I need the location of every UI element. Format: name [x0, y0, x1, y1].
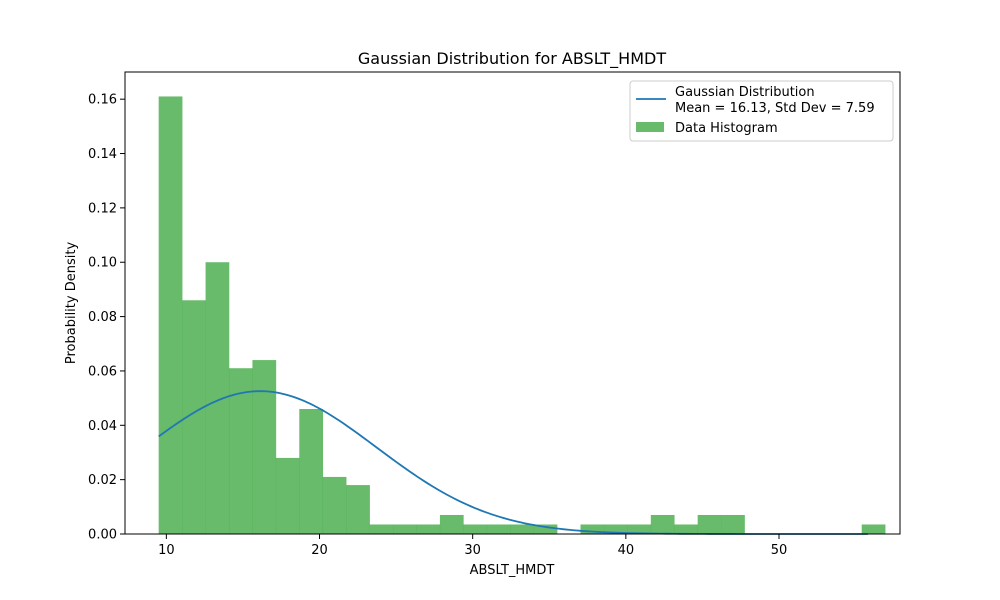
y-tick-label: 0.12: [88, 201, 117, 216]
histogram-bar: [650, 514, 675, 534]
histogram-bar: [697, 514, 722, 534]
histogram-bar: [158, 96, 183, 534]
histogram-bar: [580, 524, 605, 534]
histogram-bar: [439, 514, 464, 534]
x-tick-label: 10: [158, 543, 175, 558]
histogram-bar: [486, 524, 511, 534]
histogram-bar: [510, 524, 534, 534]
histogram-bar: [603, 524, 628, 534]
histogram-bar: [861, 524, 886, 534]
y-tick-label: 0.06: [88, 364, 117, 379]
y-tick-label: 0.14: [88, 147, 117, 162]
legend: Gaussian Distribution Mean = 16.13, Std …: [629, 80, 894, 142]
histogram-bar: [205, 262, 230, 534]
histogram-bar: [299, 408, 324, 534]
histogram-bar: [627, 524, 652, 534]
histogram-bar: [182, 300, 206, 534]
x-axis-ticks: 10 20 30 40 50: [158, 534, 787, 558]
x-tick-label: 30: [464, 543, 481, 558]
plot-frame: [124, 71, 901, 535]
y-tick-label: 0.04: [88, 419, 117, 434]
histogram-bar: [252, 360, 277, 534]
legend-gaussian-stats: Mean = 16.13, Std Dev = 7.59: [675, 101, 875, 116]
histogram-bar: [346, 485, 370, 534]
y-tick-label: 0.02: [88, 473, 117, 488]
legend-box: [629, 80, 894, 142]
histogram-bar: [369, 524, 394, 534]
chart-title: Gaussian Distribution for ABSLT_HMDT: [358, 49, 666, 69]
x-tick-label: 50: [771, 543, 788, 558]
y-tick-label: 0.08: [88, 310, 117, 325]
x-tick-label: 20: [311, 543, 328, 558]
histogram-bar: [674, 524, 698, 534]
y-tick-label: 0.10: [88, 256, 117, 271]
histogram-bar: [228, 368, 253, 534]
histogram-bar: [721, 514, 745, 534]
x-axis-label: ABSLT_HMDT: [470, 563, 555, 578]
x-tick-label: 40: [618, 543, 635, 558]
legend-histogram-swatch: [636, 122, 664, 132]
y-tick-label: 0.16: [88, 93, 117, 108]
histogram-bar: [416, 524, 441, 534]
legend-histogram-label: Data Histogram: [675, 121, 778, 136]
histogram-bars: [158, 96, 886, 534]
y-axis-label: Probability Density: [64, 242, 79, 365]
histogram-bar: [463, 524, 488, 534]
histogram-bar: [533, 524, 558, 534]
histogram-bar: [322, 476, 347, 534]
histogram-bar: [275, 457, 300, 534]
y-tick-label: 0.00: [88, 528, 117, 543]
y-axis-ticks: 0.00 0.02 0.04 0.06 0.08 0.10 0.12 0.14 0.16: [88, 93, 125, 543]
histogram-bar: [393, 524, 417, 534]
legend-gaussian-label: Gaussian Distribution: [675, 85, 815, 100]
